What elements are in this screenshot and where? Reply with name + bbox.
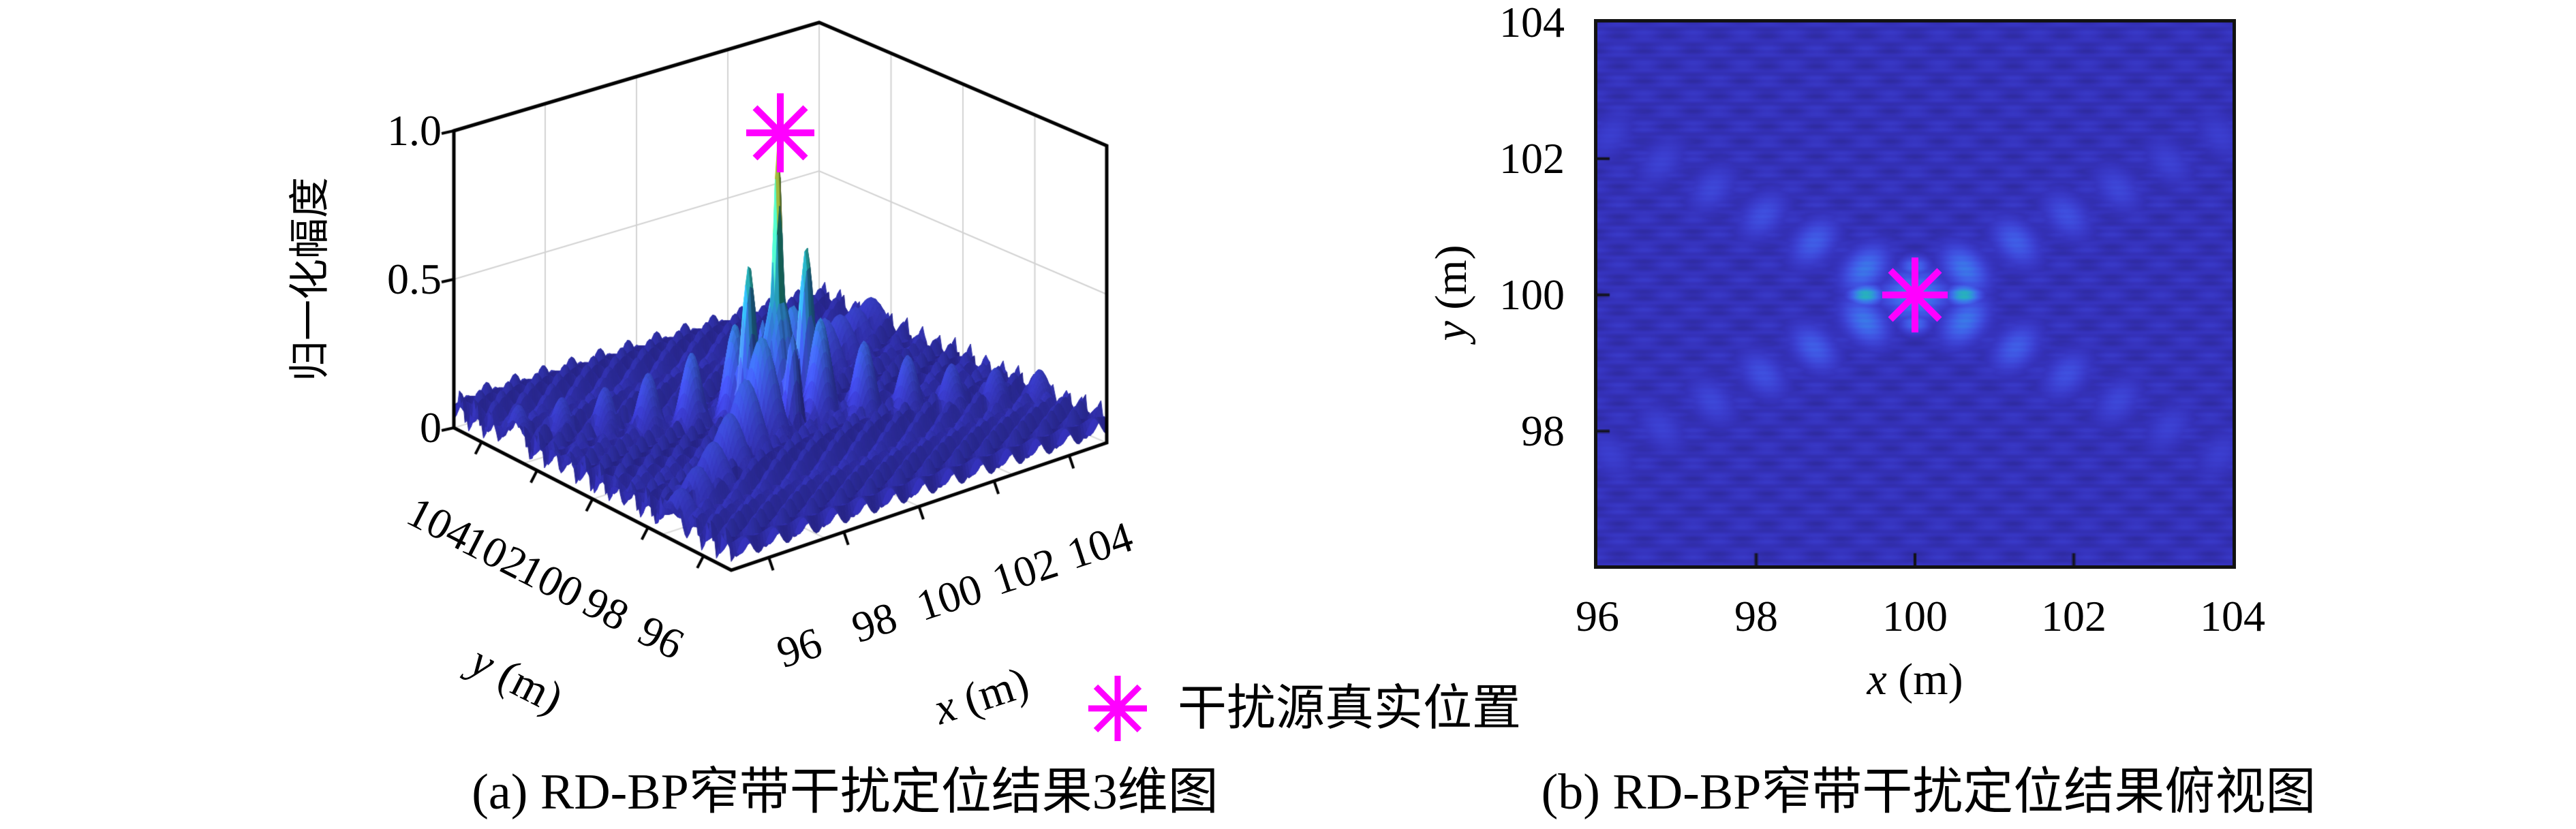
asterisk-icon — [746, 93, 814, 172]
y-tick-label-2d: 104 — [1499, 0, 1565, 46]
x-tick-label-2d: 96 — [1576, 592, 1619, 640]
x-tick-label-2d: 98 — [1734, 592, 1778, 640]
caption-panel-b: (b) RD-BP窄带干扰定位结果俯视图 — [1541, 764, 2316, 820]
y-axis-label-2d: y (m) — [1426, 245, 1476, 341]
asterisk-icon — [1882, 257, 1948, 332]
y-tick-label-2d: 98 — [1521, 407, 1565, 455]
y-tick-label-2d: 102 — [1499, 134, 1565, 183]
legend-label: 干扰源真实位置 — [1178, 681, 1522, 736]
x-tick-label-2d: 104 — [2200, 592, 2265, 640]
x-tick-label-2d: 100 — [1882, 592, 1948, 640]
caption-panel-a: (a) RD-BP窄带干扰定位结果3维图 — [472, 764, 1218, 820]
legend-marker — [1088, 676, 1147, 741]
x-axis-label-2d: x (m) — [1867, 655, 1963, 704]
z-tick-label: 0 — [420, 403, 442, 452]
z-axis-label: 归一化幅度 — [288, 177, 333, 381]
asterisk-icon — [1088, 676, 1147, 741]
true-position-marker-3d — [746, 93, 814, 172]
true-position-marker-2d — [1882, 257, 1948, 332]
y-tick-label-2d: 100 — [1499, 270, 1565, 319]
surface3d-plot-canvas — [204, 0, 1193, 722]
z-tick-label: 0.5 — [387, 255, 442, 303]
x-tick-label-2d: 102 — [2041, 592, 2106, 640]
z-tick-label: 1.0 — [387, 106, 442, 155]
